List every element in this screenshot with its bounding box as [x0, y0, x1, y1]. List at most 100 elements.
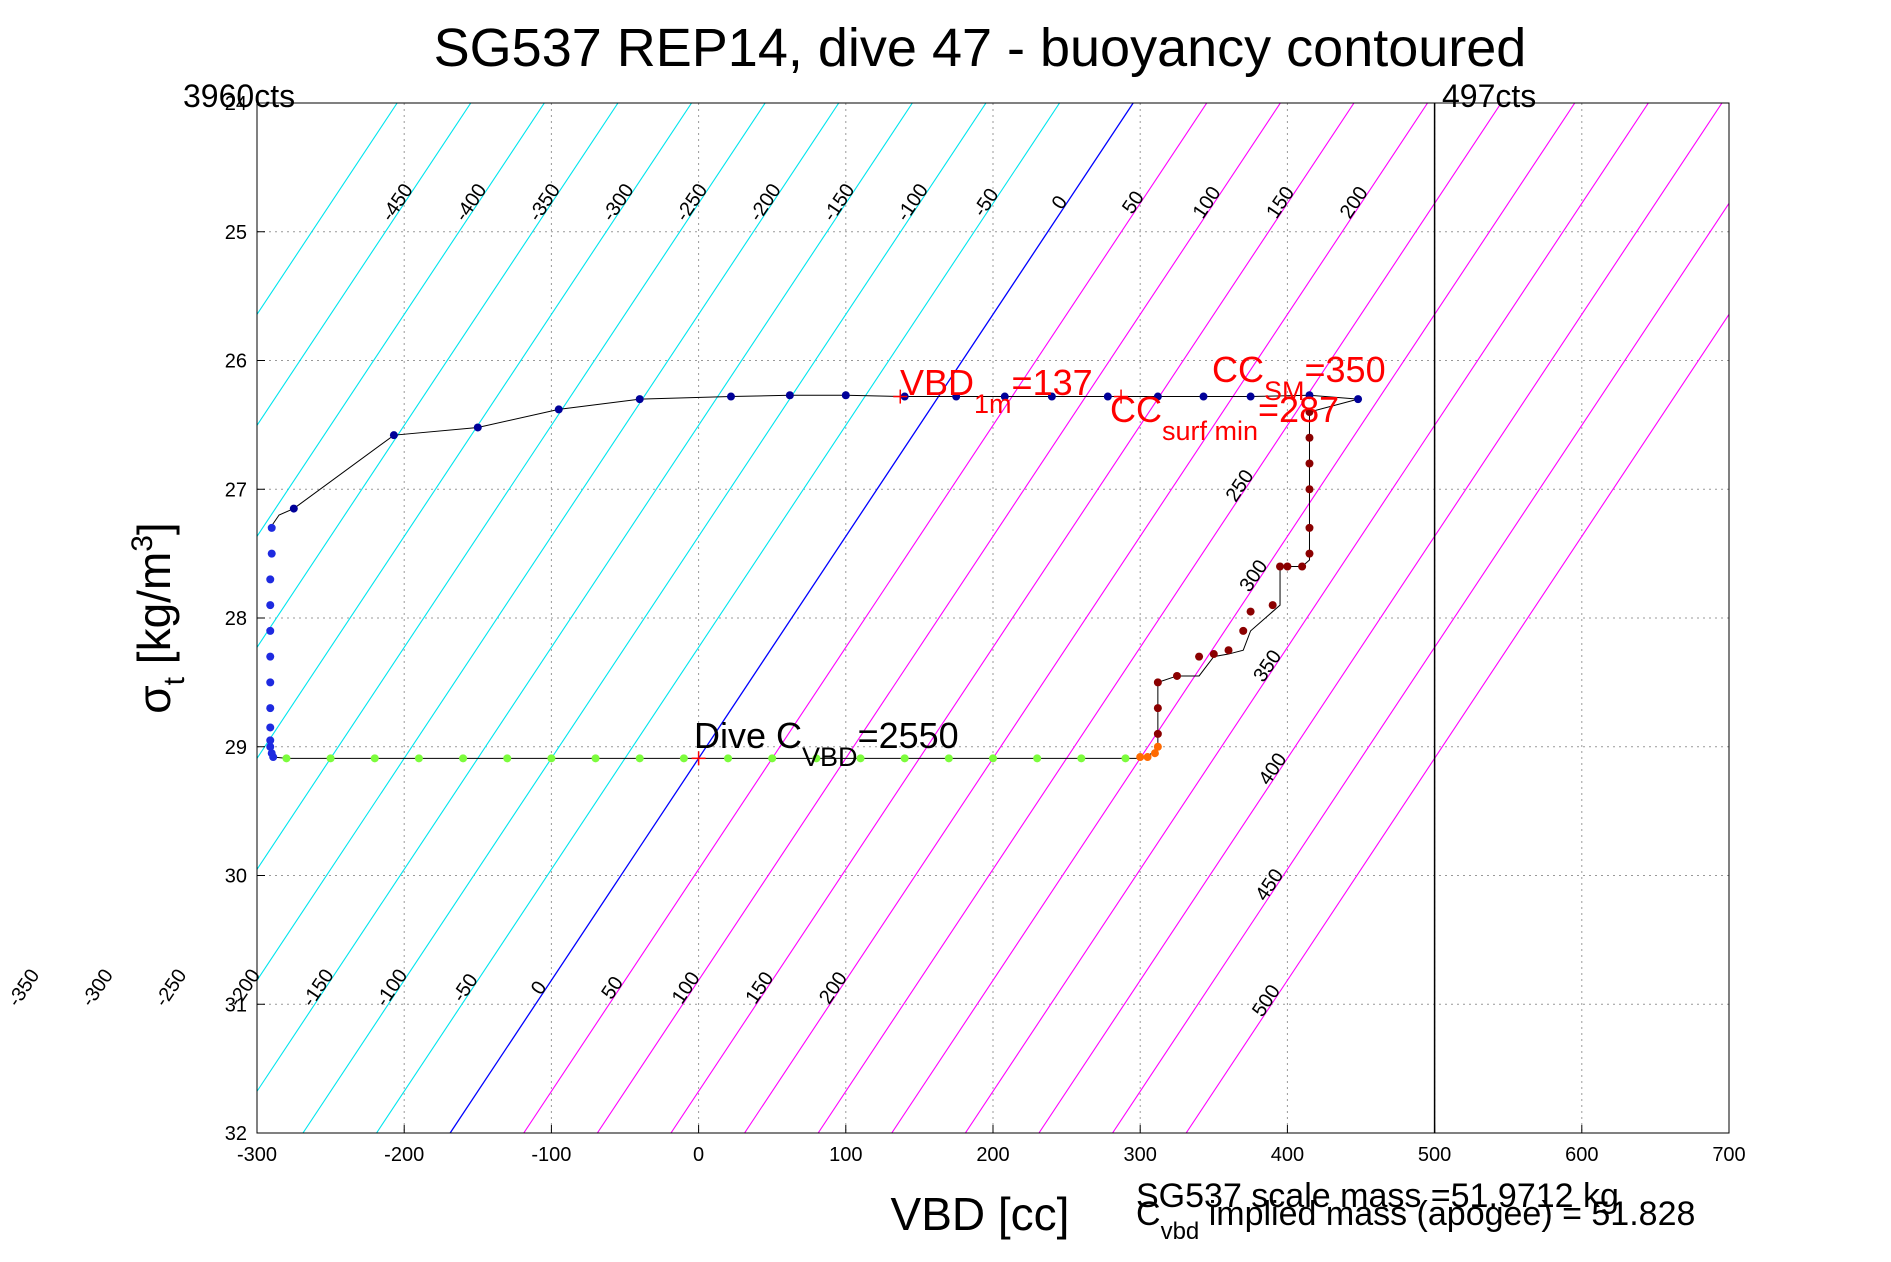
contour-label: -350 [524, 180, 565, 225]
data-point [1354, 395, 1363, 404]
data-point [1305, 408, 1314, 416]
grid [257, 103, 1729, 1133]
data-point [326, 754, 335, 763]
dive-cvbd-annotation: Dive CVBD=2550 [694, 715, 959, 772]
contour-labels: -450 -400 -350 -300 -250 -200 -150 -100 -50 0 50 10… [4, 180, 1373, 1021]
contour-line [257, 103, 766, 871]
data-point [1173, 671, 1181, 680]
data-point [282, 754, 291, 763]
data-point [1246, 607, 1255, 616]
contour-line [1038, 103, 1723, 1133]
top-right-counts-label: 497cts [1442, 78, 1536, 114]
contour-label: 250 [1222, 466, 1259, 506]
x-tick-label: 300 [1124, 1144, 1157, 1166]
data-point [1195, 652, 1204, 661]
data-point [266, 704, 275, 713]
contour-label: 100 [1189, 183, 1226, 223]
x-tick-label: 0 [693, 1144, 704, 1166]
x-tick-label: 500 [1418, 1144, 1451, 1166]
contour-label: -50 [448, 970, 482, 1006]
y-tick-label-top: 24 [225, 93, 247, 115]
x-tick-label: 100 [829, 1144, 862, 1166]
data-point [726, 392, 735, 401]
x-axis-label: VBD [cc] [891, 1188, 1070, 1240]
contour-label: 0 [1048, 192, 1072, 214]
y-tick-label: 26 [225, 351, 247, 373]
contour-line [891, 103, 1576, 1133]
data-point [414, 754, 423, 763]
y-axis-label: σt [kg/m3] [126, 522, 191, 713]
contour-label: 500 [1248, 981, 1285, 1021]
y-tick-label: 27 [225, 479, 247, 501]
contour-line [302, 103, 987, 1133]
y-axis-ticks: 25 26 27 28 29 30 31 32 24 [225, 93, 265, 1145]
data-point [1305, 523, 1314, 532]
y-tick-label: 30 [225, 866, 247, 888]
data-point [269, 753, 278, 762]
data-point [952, 392, 961, 401]
vbd-1m-annotation: VBD1m=137 [900, 362, 1093, 419]
data-point [370, 754, 379, 763]
data-point [547, 754, 556, 763]
contour-line [670, 103, 1355, 1133]
data-point [1239, 626, 1248, 635]
cc-sm-annotation: CCSM=350 [1212, 349, 1386, 406]
y-tick-label: 25 [225, 222, 247, 244]
y-tick-label: 32 [225, 1123, 247, 1145]
contour-line [449, 103, 1134, 1133]
y-tick-label: 28 [225, 608, 247, 630]
contour-label: -300 [77, 965, 118, 1010]
x-axis-ticks: -300 -200 -100 0 100 200 300 400 500 600 700 [237, 1125, 1746, 1166]
top-left-counts-label: 3960cts [183, 78, 295, 114]
data-point [1033, 754, 1042, 763]
contour-label: -250 [672, 180, 713, 225]
x-tick-label: 200 [976, 1144, 1009, 1166]
annotation-markers [691, 389, 1129, 766]
contour-label: -100 [892, 180, 933, 225]
data-point [944, 754, 953, 763]
data-point [1199, 392, 1208, 401]
data-point [1268, 601, 1277, 610]
data-point [1000, 392, 1009, 401]
contour-label: -400 [451, 180, 492, 225]
data-point [856, 754, 865, 763]
data-point [1305, 549, 1314, 558]
data-point [266, 575, 275, 584]
data-point [266, 736, 275, 745]
data-point [1153, 678, 1162, 687]
data-point [266, 742, 275, 751]
track-line [269, 394, 1359, 759]
contour-label: 350 [1249, 646, 1286, 686]
data-point [289, 504, 298, 513]
scale-mass-note: SG537 scale mass =51.9712 kg [1136, 1177, 1619, 1215]
data-points [266, 391, 1363, 763]
data-point [1150, 749, 1159, 758]
data-point [1276, 562, 1285, 571]
contour-line [1185, 313, 1729, 1133]
contour-label: 400 [1255, 749, 1292, 789]
data-point [267, 523, 276, 532]
plot-frame [256, 102, 1730, 1134]
x-tick-label: 400 [1271, 1144, 1304, 1166]
data-point [989, 754, 997, 763]
contour-label: 150 [741, 968, 778, 1008]
data-point [724, 754, 733, 763]
contour-line [523, 103, 1208, 1133]
y-tick-label: 31 [225, 994, 247, 1016]
data-point [503, 754, 512, 763]
data-point [1305, 459, 1314, 468]
x-tick-label: -100 [531, 1144, 571, 1166]
x-tick-label: 600 [1565, 1144, 1598, 1166]
implied-mass-note: Cvbd implied mass (apogee) = 51.828 [1136, 1195, 1695, 1245]
contour-label: -150 [298, 965, 339, 1010]
contour-label: 300 [1235, 556, 1272, 596]
data-point [841, 391, 850, 400]
x-tick-label: -200 [384, 1144, 424, 1166]
data-point [1153, 729, 1162, 738]
contour-line [257, 103, 545, 538]
contour-label: -200 [745, 180, 786, 225]
data-point [1047, 392, 1056, 401]
data-point [473, 423, 482, 432]
data-point [785, 391, 794, 400]
data-point [635, 395, 644, 404]
